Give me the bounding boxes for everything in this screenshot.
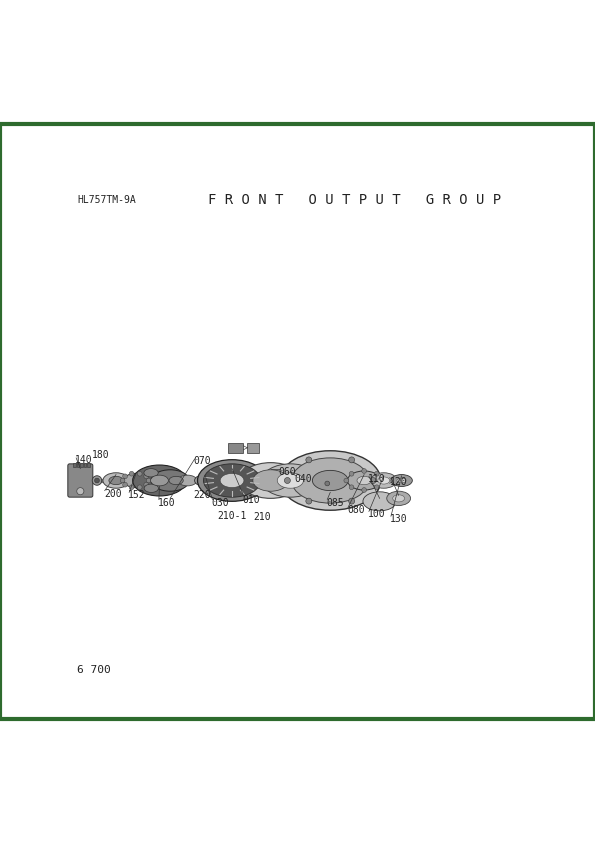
Circle shape <box>137 472 142 476</box>
Ellipse shape <box>220 473 244 488</box>
Text: 030: 030 <box>211 498 229 508</box>
Text: 010: 010 <box>243 494 261 504</box>
Bar <box>77 462 79 467</box>
Text: 6 700: 6 700 <box>77 664 111 674</box>
Bar <box>228 443 243 452</box>
Ellipse shape <box>169 477 183 485</box>
Circle shape <box>120 478 125 482</box>
Ellipse shape <box>347 471 381 490</box>
Circle shape <box>137 485 142 490</box>
Text: 120: 120 <box>390 477 408 487</box>
Bar <box>84 462 86 467</box>
Circle shape <box>144 482 149 487</box>
Ellipse shape <box>133 465 186 496</box>
Bar <box>73 462 76 467</box>
Bar <box>80 462 83 467</box>
Text: 060: 060 <box>278 466 296 477</box>
Circle shape <box>349 457 355 463</box>
Ellipse shape <box>103 472 129 488</box>
Ellipse shape <box>363 492 396 511</box>
Circle shape <box>325 481 330 486</box>
Text: 210: 210 <box>253 513 271 522</box>
Ellipse shape <box>240 462 302 498</box>
Circle shape <box>349 485 354 489</box>
Circle shape <box>306 457 312 463</box>
Text: 110: 110 <box>368 474 386 484</box>
Bar <box>87 462 90 467</box>
Ellipse shape <box>151 475 168 486</box>
Circle shape <box>284 477 290 483</box>
Ellipse shape <box>144 469 158 477</box>
Ellipse shape <box>151 470 189 491</box>
Text: 100: 100 <box>368 509 386 520</box>
Circle shape <box>349 498 355 504</box>
Text: 220: 220 <box>193 490 211 500</box>
Circle shape <box>306 498 312 504</box>
Circle shape <box>370 477 376 483</box>
Text: 200: 200 <box>104 488 122 498</box>
Ellipse shape <box>195 475 216 487</box>
Ellipse shape <box>387 491 411 505</box>
Ellipse shape <box>397 478 406 482</box>
Circle shape <box>129 472 134 476</box>
Ellipse shape <box>262 464 319 497</box>
Text: 140: 140 <box>74 455 92 465</box>
Circle shape <box>123 482 127 487</box>
Text: 152: 152 <box>128 490 146 500</box>
Ellipse shape <box>357 477 371 485</box>
Circle shape <box>344 478 349 482</box>
FancyBboxPatch shape <box>68 464 93 497</box>
Text: 085: 085 <box>326 498 344 508</box>
Ellipse shape <box>393 495 405 502</box>
Circle shape <box>92 476 102 485</box>
Text: 040: 040 <box>295 474 312 483</box>
Text: 130: 130 <box>390 514 408 525</box>
Ellipse shape <box>253 470 289 491</box>
Circle shape <box>349 472 354 476</box>
Ellipse shape <box>391 475 412 487</box>
Ellipse shape <box>178 475 197 486</box>
Text: 080: 080 <box>347 505 365 515</box>
Ellipse shape <box>277 472 303 488</box>
Circle shape <box>77 488 84 495</box>
Ellipse shape <box>280 450 381 510</box>
Text: 180: 180 <box>92 450 110 460</box>
Ellipse shape <box>203 464 261 497</box>
Circle shape <box>129 485 134 490</box>
Ellipse shape <box>124 473 148 488</box>
Circle shape <box>380 478 384 482</box>
Text: 160: 160 <box>158 498 176 508</box>
Text: F R O N T   O U T P U T   G R O U P: F R O N T O U T P U T G R O U P <box>208 193 502 206</box>
Text: HL757TM-9A: HL757TM-9A <box>77 195 136 205</box>
Circle shape <box>123 474 127 479</box>
Circle shape <box>374 472 379 476</box>
Circle shape <box>144 474 149 479</box>
Ellipse shape <box>109 477 123 485</box>
Ellipse shape <box>378 477 390 484</box>
Circle shape <box>95 478 99 482</box>
Circle shape <box>146 478 151 482</box>
Circle shape <box>362 469 367 473</box>
Ellipse shape <box>292 458 369 504</box>
Circle shape <box>362 488 367 493</box>
Ellipse shape <box>198 460 267 501</box>
Text: 070: 070 <box>193 456 211 466</box>
Ellipse shape <box>144 484 158 493</box>
Bar <box>247 443 259 452</box>
Text: 210-1: 210-1 <box>217 511 246 521</box>
Ellipse shape <box>371 472 397 488</box>
Ellipse shape <box>312 471 348 491</box>
Circle shape <box>374 485 379 489</box>
